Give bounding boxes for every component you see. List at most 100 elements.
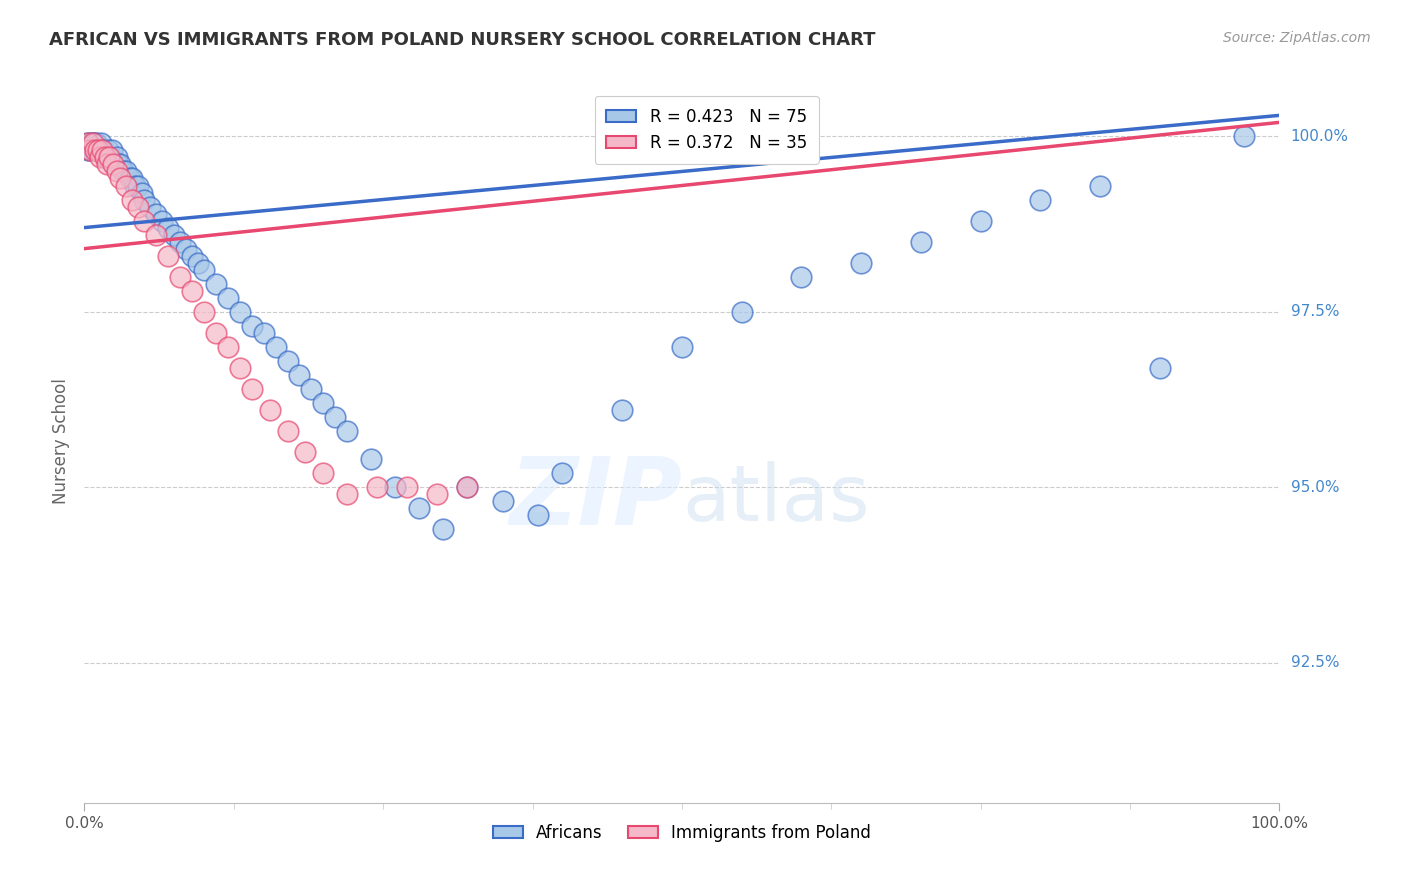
Point	[110, 157, 132, 171]
Point	[277, 354, 299, 368]
Point	[90, 136, 112, 151]
Point	[1149, 360, 1171, 375]
Point	[98, 151, 121, 165]
Point	[1233, 129, 1256, 144]
Point	[181, 284, 204, 298]
Point	[205, 326, 228, 340]
Point	[132, 213, 156, 227]
Text: 92.5%: 92.5%	[1291, 655, 1339, 670]
Point	[79, 144, 101, 158]
Point	[139, 200, 162, 214]
Point	[527, 508, 550, 523]
Point	[240, 318, 263, 333]
Point	[93, 144, 115, 158]
Point	[288, 368, 311, 382]
Point	[84, 144, 107, 158]
Point	[131, 186, 153, 200]
Point	[551, 466, 574, 480]
Point	[205, 277, 228, 291]
Point	[96, 157, 118, 171]
Point	[970, 213, 993, 227]
Point	[105, 164, 128, 178]
Y-axis label: Nursery School: Nursery School	[52, 378, 70, 505]
Point	[187, 255, 209, 269]
Point	[193, 262, 215, 277]
Point	[731, 305, 754, 319]
Point	[91, 144, 114, 158]
Point	[79, 144, 101, 158]
Text: 95.0%: 95.0%	[1291, 480, 1339, 495]
Point	[193, 305, 215, 319]
Point	[426, 487, 449, 501]
Point	[150, 213, 173, 227]
Point	[163, 227, 186, 242]
Text: 97.5%: 97.5%	[1291, 304, 1339, 319]
Point	[115, 178, 138, 193]
Point	[366, 480, 388, 494]
Point	[456, 480, 478, 494]
Point	[217, 340, 239, 354]
Text: 100.0%: 100.0%	[1291, 129, 1348, 144]
Point	[101, 157, 124, 171]
Point	[384, 480, 406, 494]
Point	[93, 151, 115, 165]
Point	[396, 480, 419, 494]
Point	[83, 144, 105, 158]
Point	[325, 409, 347, 424]
Point	[259, 403, 281, 417]
Point	[910, 235, 932, 249]
Point	[294, 445, 316, 459]
Point	[127, 200, 149, 214]
Point	[240, 382, 263, 396]
Point	[101, 144, 124, 158]
Point	[157, 249, 180, 263]
Point	[157, 220, 180, 235]
Point	[124, 178, 146, 193]
Point	[408, 501, 430, 516]
Point	[107, 157, 129, 171]
Point	[89, 151, 111, 165]
Point	[229, 360, 252, 375]
Point	[111, 164, 134, 178]
Point	[96, 151, 118, 165]
Point	[1090, 178, 1112, 193]
Point	[1029, 193, 1052, 207]
Point	[82, 136, 104, 151]
Point	[91, 144, 114, 158]
Point	[145, 227, 167, 242]
Point	[253, 326, 276, 340]
Point	[432, 522, 454, 536]
Point	[336, 487, 359, 501]
Point	[121, 193, 143, 207]
Point	[80, 136, 103, 151]
Point	[94, 151, 117, 165]
Legend: Africans, Immigrants from Poland: Africans, Immigrants from Poland	[486, 817, 877, 848]
Point	[127, 178, 149, 193]
Point	[98, 151, 121, 165]
Point	[145, 206, 167, 220]
Point	[86, 144, 108, 158]
Point	[77, 136, 100, 151]
Point	[77, 144, 100, 158]
Point	[301, 382, 323, 396]
Point	[229, 305, 252, 319]
Point	[671, 340, 693, 354]
Point	[790, 269, 813, 284]
Point	[110, 171, 132, 186]
Point	[336, 424, 359, 438]
Point	[76, 136, 98, 151]
Point	[132, 193, 156, 207]
Point	[121, 171, 143, 186]
Point	[174, 242, 197, 256]
Point	[86, 144, 108, 158]
Point	[612, 403, 634, 417]
Point	[492, 494, 515, 508]
Point	[77, 136, 100, 151]
Text: AFRICAN VS IMMIGRANTS FROM POLAND NURSERY SCHOOL CORRELATION CHART: AFRICAN VS IMMIGRANTS FROM POLAND NURSER…	[49, 31, 876, 49]
Text: ZIP: ZIP	[509, 453, 682, 545]
Text: Source: ZipAtlas.com: Source: ZipAtlas.com	[1223, 31, 1371, 45]
Point	[87, 144, 110, 158]
Point	[118, 171, 141, 186]
Point	[82, 136, 104, 151]
Point	[851, 255, 873, 269]
